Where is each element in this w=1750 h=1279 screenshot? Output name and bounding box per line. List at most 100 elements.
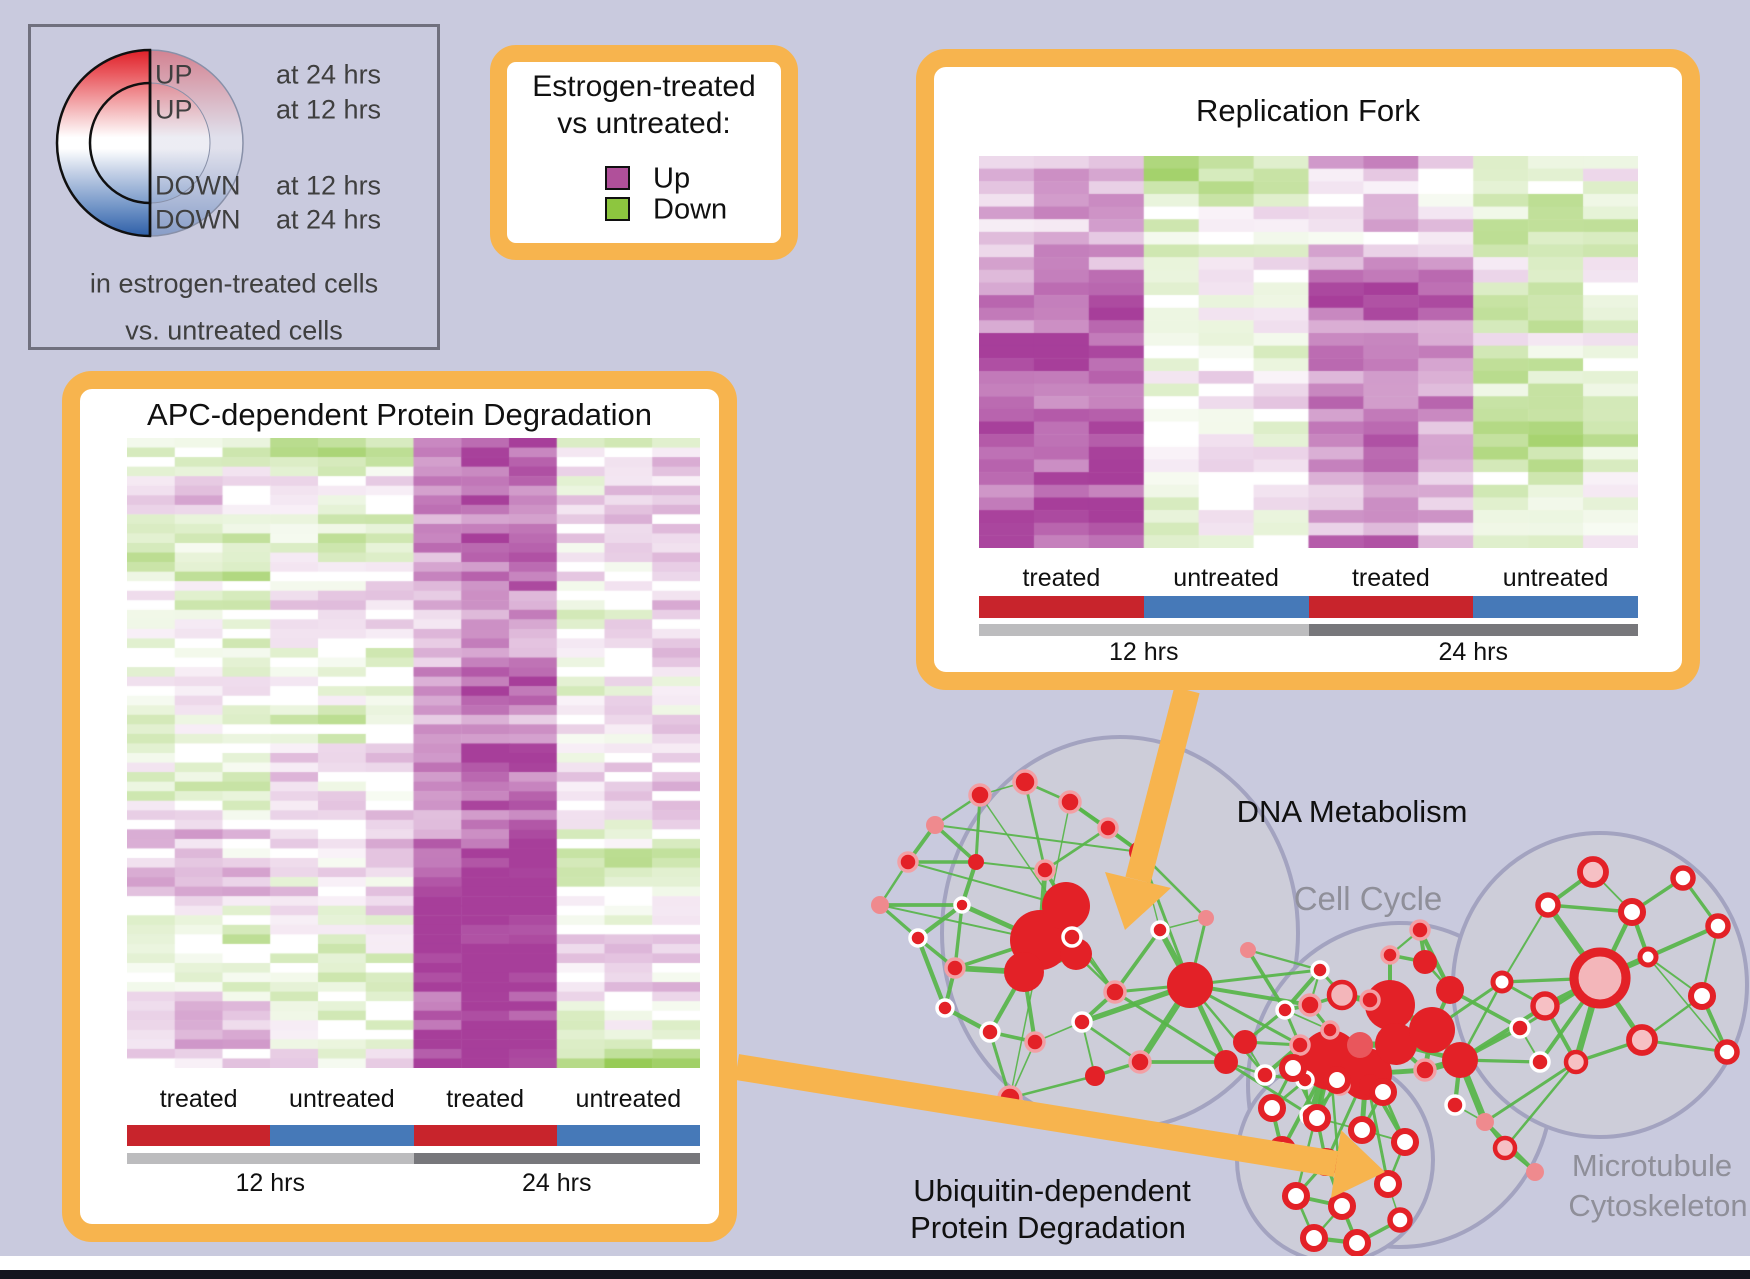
network-node-microtubule-cytoskeleton bbox=[1617, 897, 1647, 927]
network-node-ubiquitin-protein-degradation bbox=[1257, 1093, 1287, 1123]
network-node-microtubule-cytoskeleton bbox=[1714, 1039, 1740, 1065]
network-node-cell-cycle bbox=[1409, 919, 1431, 941]
network-edge bbox=[1501, 904, 1549, 983]
network-node-microtubule-cytoskeleton bbox=[1626, 1024, 1658, 1056]
apc-untreated-bar-12 bbox=[270, 1125, 414, 1146]
up-color-swatch bbox=[605, 166, 630, 190]
network-node-dna-metabolism bbox=[953, 896, 971, 914]
apc-12hrs-bar bbox=[127, 1153, 414, 1164]
network-node-microtubule-cytoskeleton bbox=[1637, 946, 1659, 968]
apc-heatmap bbox=[127, 438, 700, 1068]
network-node-dna-metabolism bbox=[968, 854, 984, 870]
ring-legend-dir-up24: UP bbox=[155, 59, 193, 90]
network-node-dna-metabolism bbox=[1167, 962, 1213, 1008]
apc-group-label-untreated-24: untreated bbox=[575, 1085, 682, 1113]
updown-color-legend: Estrogen-treated vs untreated: Up Down bbox=[490, 45, 798, 260]
network-node-microtubule-cytoskeleton bbox=[1563, 1049, 1589, 1075]
rf-group-label-treated-12: treated bbox=[1022, 564, 1101, 592]
network-node-dna-metabolism bbox=[1085, 1066, 1105, 1086]
network-node-dna-metabolism bbox=[968, 783, 992, 807]
network-node-dna-metabolism bbox=[908, 928, 928, 948]
network-node-dna-metabolism bbox=[1061, 926, 1083, 948]
network-node-dna-metabolism bbox=[1042, 882, 1090, 930]
network-node-dna-metabolism bbox=[871, 896, 889, 914]
apc-protein-degradation-panel: APC-dependent Protein Degradation treate… bbox=[62, 371, 737, 1242]
rf-12hrs-bar bbox=[979, 624, 1309, 636]
ring-legend-dir-down24: DOWN bbox=[155, 204, 241, 235]
network-node-dna-metabolism bbox=[1012, 769, 1038, 795]
network-node-dna-metabolism bbox=[1071, 1011, 1093, 1033]
updown-legend-title-line2: vs untreated: bbox=[557, 107, 731, 140]
network-node-microtubule-cytoskeleton bbox=[1577, 856, 1609, 888]
network-edge bbox=[1247, 948, 1321, 972]
apc-group-label-treated-12: treated bbox=[159, 1085, 238, 1113]
network-edge bbox=[1023, 781, 1047, 871]
network-edge bbox=[1114, 990, 1227, 1064]
network-node-microtubule-cytoskeleton bbox=[1490, 970, 1514, 994]
network-label-5: Protein Degradation bbox=[910, 1210, 1186, 1245]
ring-legend-caption-line2: vs. untreated cells bbox=[125, 315, 343, 346]
network-node-microtubule-cytoskeleton bbox=[1687, 981, 1717, 1011]
network-node-cell-cycle bbox=[1347, 1032, 1373, 1058]
network-node-cell-cycle bbox=[1509, 1017, 1531, 1039]
network-node-cell-cycle bbox=[1442, 1042, 1478, 1078]
network-node-dna-metabolism bbox=[944, 957, 966, 979]
network-edge bbox=[934, 824, 1141, 853]
ring-legend-dir-down12: DOWN bbox=[155, 170, 241, 201]
network-node-cell-cycle bbox=[1526, 1163, 1544, 1181]
network-node-microtubule-cytoskeleton bbox=[1530, 991, 1560, 1021]
network-edge bbox=[1009, 1074, 1096, 1100]
network-node-cell-cycle bbox=[1529, 1051, 1551, 1073]
network-node-cell-cycle bbox=[1476, 1113, 1494, 1131]
network-node-microtubule-cytoskeleton bbox=[1569, 947, 1631, 1009]
rf-12hrs-label: 12 hrs bbox=[1109, 638, 1179, 666]
apc-group-label-treated-24: treated bbox=[446, 1085, 525, 1113]
ring-legend-time-down24: at 24 hrs bbox=[276, 204, 382, 235]
network-node-ubiquitin-protein-degradation bbox=[1373, 1169, 1403, 1199]
network-node-cell-cycle bbox=[1320, 1020, 1340, 1040]
replication-fork-title: Replication Fork bbox=[1196, 93, 1420, 128]
apc-group-label-untreated-12: untreated bbox=[289, 1085, 395, 1113]
network-node-ubiquitin-protein-degradation bbox=[1322, 1065, 1352, 1095]
replication-fork-panel: Replication Fork treated untreated treat… bbox=[916, 49, 1700, 690]
updown-gradient-rings-icon bbox=[55, 48, 244, 238]
apc-treated-bar-24 bbox=[413, 1125, 557, 1146]
network-node-ubiquitin-protein-degradation bbox=[1302, 1103, 1332, 1133]
replication-fork-heatmap bbox=[979, 156, 1638, 548]
network-node-cell-cycle bbox=[1375, 1023, 1417, 1065]
network-node-cell-cycle bbox=[1233, 1030, 1257, 1054]
network-label-0: DNA Metabolism bbox=[1237, 794, 1468, 829]
network-node-microtubule-cytoskeleton bbox=[1705, 913, 1731, 939]
network-node-dna-metabolism bbox=[935, 998, 955, 1018]
apc-treated-bar-12 bbox=[127, 1125, 271, 1146]
network-node-cell-cycle bbox=[1326, 979, 1358, 1011]
network-node-dna-metabolism bbox=[1097, 817, 1119, 839]
network-edge bbox=[1647, 924, 1719, 959]
down-color-swatch bbox=[605, 197, 630, 221]
network-node-dna-metabolism bbox=[1198, 910, 1214, 926]
network-node-dna-metabolism bbox=[1103, 980, 1127, 1004]
arrow-apc-to-ubiquitin-shaft bbox=[734, 1054, 1339, 1177]
ring-legend-caption-line1: in estrogen-treated cells bbox=[89, 268, 379, 299]
arrow-replication-fork-to-dna-metabolism-shaft bbox=[1125, 686, 1200, 884]
network-edge bbox=[1113, 928, 1162, 994]
network-node-dna-metabolism bbox=[1128, 1050, 1152, 1074]
network-node-cell-cycle bbox=[1380, 945, 1400, 965]
network-node-cell-cycle bbox=[1254, 1064, 1276, 1086]
network-node-cell-cycle bbox=[1436, 976, 1464, 1004]
apc-24hrs-bar bbox=[413, 1153, 700, 1164]
network-edge bbox=[975, 861, 1046, 871]
arrow-apc-to-ubiquitin-head bbox=[1331, 1130, 1385, 1198]
network-node-dna-metabolism bbox=[1058, 790, 1082, 814]
network-node-cell-cycle bbox=[1289, 1034, 1311, 1056]
network-node-ubiquitin-protein-degradation bbox=[1281, 1181, 1311, 1211]
network-edge bbox=[907, 861, 1067, 907]
network-edge bbox=[1547, 903, 1633, 914]
rf-24hrs-label: 24 hrs bbox=[1438, 638, 1508, 666]
apc-24hrs-label: 24 hrs bbox=[522, 1169, 592, 1197]
network-label-3: Cytoskeleton bbox=[1568, 1188, 1747, 1223]
network-node-cell-cycle bbox=[1444, 1094, 1466, 1116]
footer-white-strip bbox=[0, 1256, 1750, 1270]
apc-12hrs-label: 12 hrs bbox=[235, 1169, 305, 1197]
